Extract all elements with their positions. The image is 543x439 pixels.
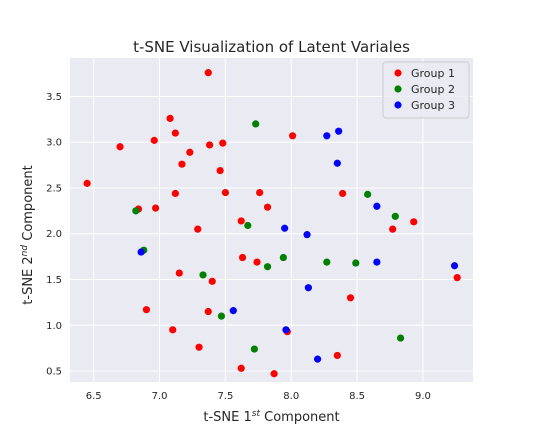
y-tick-label: 3.0 xyxy=(46,138,62,149)
legend-marker xyxy=(394,85,402,93)
chart-title: t-SNE Visualization of Latent Variales xyxy=(133,38,410,56)
data-point xyxy=(333,159,341,167)
data-point xyxy=(270,370,278,378)
data-point xyxy=(132,207,140,215)
x-tick-label: 9.0 xyxy=(415,391,431,402)
legend-label: Group 3 xyxy=(411,99,455,112)
data-point xyxy=(250,345,258,353)
data-point xyxy=(263,263,272,271)
y-axis-label: t-SNE 2nd Component xyxy=(20,165,36,304)
data-point xyxy=(396,334,405,342)
data-point xyxy=(204,69,212,77)
data-point xyxy=(279,253,287,262)
data-point xyxy=(237,364,245,372)
y-axis-ticks: 0.5 1.0 1.5 2.0 2.5 3.0 3.5 xyxy=(46,92,62,378)
x-tick-label: 7.5 xyxy=(217,391,233,402)
data-point xyxy=(253,258,261,266)
data-point xyxy=(206,141,214,149)
data-point xyxy=(373,202,381,210)
data-point xyxy=(313,355,322,363)
data-point xyxy=(195,343,203,351)
data-point xyxy=(116,143,124,151)
data-point xyxy=(238,253,247,262)
data-point xyxy=(229,307,237,315)
data-point xyxy=(175,269,183,277)
legend: Group 1 Group 2 Group 3 xyxy=(382,61,470,119)
legend-marker xyxy=(394,69,402,77)
series-1 xyxy=(83,69,461,378)
data-point xyxy=(252,120,260,128)
data-point xyxy=(150,136,158,144)
data-point xyxy=(152,204,160,212)
grid-lines xyxy=(70,58,473,382)
data-point xyxy=(346,294,355,302)
data-point xyxy=(339,189,347,198)
data-points xyxy=(83,69,461,378)
y-tick-label: 2.5 xyxy=(46,183,62,194)
data-point xyxy=(194,225,202,233)
data-point xyxy=(204,307,212,316)
data-point xyxy=(323,258,331,266)
data-point xyxy=(450,262,459,270)
legend-marker xyxy=(394,101,402,109)
data-point xyxy=(453,274,461,282)
x-tick-label: 8.5 xyxy=(349,391,365,402)
data-point xyxy=(186,148,194,156)
data-point xyxy=(137,248,145,256)
data-point xyxy=(216,166,224,175)
y-tick-label: 0.5 xyxy=(46,367,62,378)
data-point xyxy=(323,132,331,140)
data-point xyxy=(237,217,245,225)
data-point xyxy=(263,203,272,211)
data-point xyxy=(142,306,150,314)
data-point xyxy=(281,224,289,232)
data-point xyxy=(352,259,360,267)
data-point xyxy=(244,221,252,230)
x-axis-ticks: 6.5 7.0 7.5 8.0 8.5 9.0 xyxy=(86,391,431,402)
legend-box xyxy=(382,61,470,119)
x-tick-label: 8.0 xyxy=(283,391,299,402)
data-point xyxy=(221,188,230,197)
data-point xyxy=(208,277,216,285)
series-2 xyxy=(132,120,405,353)
x-axis-label: t-SNE 1st Component xyxy=(203,409,339,425)
data-point xyxy=(410,218,418,226)
data-point xyxy=(217,312,226,320)
y-tick-label: 1.0 xyxy=(46,321,62,332)
x-tick-label: 6.5 xyxy=(86,391,102,402)
x-tick-label: 7.0 xyxy=(152,391,168,402)
data-point xyxy=(171,129,179,137)
data-point xyxy=(178,160,186,168)
data-point xyxy=(288,132,297,140)
legend-label: Group 2 xyxy=(411,83,455,96)
data-point xyxy=(171,189,179,198)
y-tick-label: 3.5 xyxy=(46,92,62,103)
data-point xyxy=(333,351,341,360)
data-point xyxy=(391,212,399,220)
data-point xyxy=(303,231,311,239)
data-point xyxy=(304,284,312,292)
data-point xyxy=(256,188,264,197)
data-point xyxy=(83,179,91,187)
data-point xyxy=(373,258,381,266)
data-point xyxy=(219,139,227,147)
data-point xyxy=(282,326,290,334)
series-3 xyxy=(137,127,459,363)
data-point xyxy=(169,326,177,334)
y-tick-label: 1.5 xyxy=(46,275,62,286)
data-point xyxy=(199,271,207,279)
data-point xyxy=(335,127,343,135)
legend-label: Group 1 xyxy=(411,67,455,80)
data-point xyxy=(364,190,372,198)
data-point xyxy=(389,225,397,233)
y-tick-label: 2.0 xyxy=(46,229,62,240)
data-point xyxy=(166,114,174,123)
